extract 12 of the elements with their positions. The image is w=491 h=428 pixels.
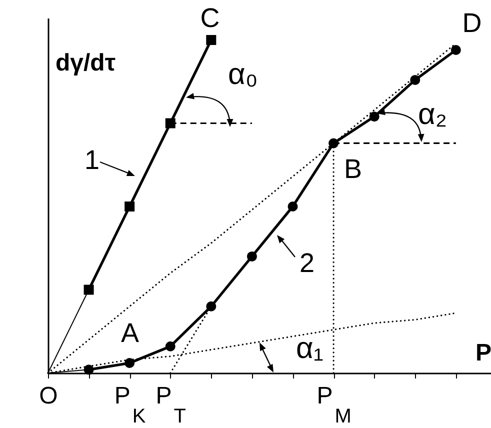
annotation: α₁ (296, 332, 324, 365)
annotation: B (344, 154, 362, 184)
series-label: 1 (84, 145, 100, 175)
y-axis-title: dγ/dτ (56, 50, 116, 76)
text: C (200, 3, 220, 33)
annotation: A (120, 318, 140, 348)
x-axis-title: P (475, 340, 491, 366)
x-tick-label: O (39, 382, 58, 410)
text: D (462, 8, 482, 38)
annotation: α₂ (418, 98, 447, 131)
legend-label: 2 (299, 248, 315, 278)
annotation: α₀ (228, 58, 258, 91)
